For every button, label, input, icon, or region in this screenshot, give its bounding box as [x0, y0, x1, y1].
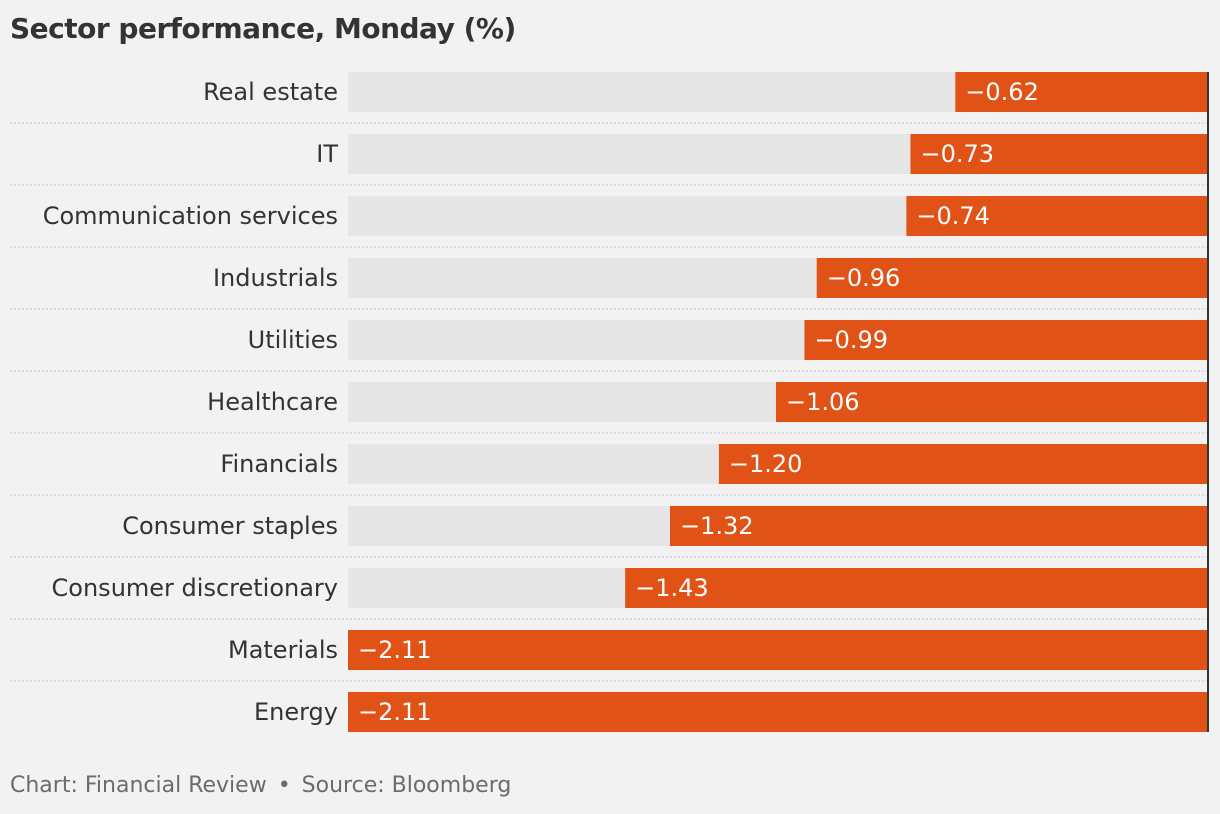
value-label: −2.11 [358, 698, 432, 726]
category-label: Energy [254, 698, 338, 726]
category-label: Consumer staples [122, 512, 338, 540]
value-label: −2.11 [358, 636, 432, 664]
value-label: −0.96 [827, 264, 901, 292]
bar [669, 506, 1208, 546]
bar [625, 568, 1208, 608]
bar [348, 630, 1208, 670]
bar [804, 320, 1208, 360]
value-label: −1.43 [635, 574, 709, 602]
footer-separator: • [277, 773, 291, 798]
value-label: −1.32 [680, 512, 754, 540]
category-label: Utilities [248, 326, 338, 354]
bar [775, 382, 1208, 422]
bar [816, 258, 1208, 298]
bar [955, 72, 1208, 112]
chart-footer: Chart: Financial Review • Source: Bloomb… [10, 773, 511, 798]
category-label: Materials [228, 636, 338, 664]
category-label: Financials [220, 450, 338, 478]
value-label: −0.99 [814, 326, 888, 354]
value-label: −0.73 [920, 140, 994, 168]
value-label: −1.06 [786, 388, 860, 416]
bar-chart: Real estate −0.62 IT −0.73 Communication ser… [10, 72, 1209, 732]
value-label: −0.62 [965, 78, 1039, 106]
chart-title: Sector performance, Monday (%) [10, 12, 516, 45]
bar [348, 692, 1208, 732]
category-label: Industrials [213, 264, 338, 292]
bar [906, 196, 1208, 236]
category-label: Real estate [203, 78, 338, 106]
chart-source: Source: Bloomberg [301, 773, 512, 798]
bar [910, 134, 1208, 174]
value-label: −1.20 [729, 450, 803, 478]
category-label: Healthcare [207, 388, 338, 416]
bar [718, 444, 1208, 484]
category-label: IT [316, 140, 338, 168]
category-label: Communication services [43, 202, 338, 230]
chart-credit: Chart: Financial Review [10, 773, 267, 798]
category-label: Consumer discretionary [52, 574, 338, 602]
value-label: −0.74 [916, 202, 990, 230]
